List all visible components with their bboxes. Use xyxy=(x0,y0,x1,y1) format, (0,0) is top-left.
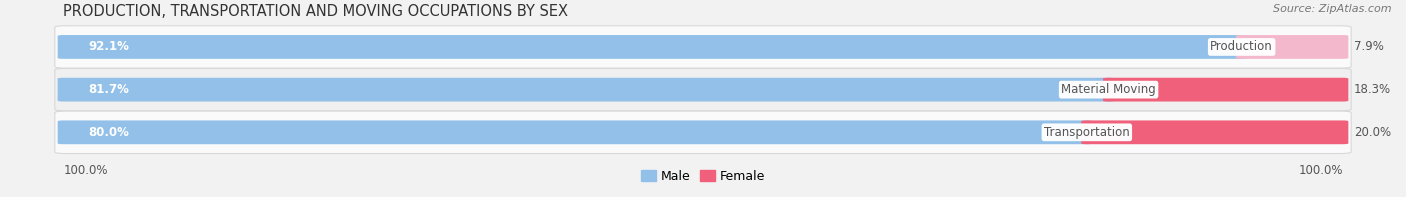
Text: PRODUCTION, TRANSPORTATION AND MOVING OCCUPATIONS BY SEX: PRODUCTION, TRANSPORTATION AND MOVING OC… xyxy=(63,4,568,19)
Text: Transportation: Transportation xyxy=(1045,126,1129,139)
Text: 7.9%: 7.9% xyxy=(1354,40,1384,53)
Text: 92.1%: 92.1% xyxy=(89,40,129,53)
Text: 18.3%: 18.3% xyxy=(1354,83,1391,96)
Text: 20.0%: 20.0% xyxy=(1354,126,1391,139)
FancyBboxPatch shape xyxy=(58,35,1247,59)
Text: Material Moving: Material Moving xyxy=(1062,83,1156,96)
Text: Production: Production xyxy=(1211,40,1272,53)
Text: 80.0%: 80.0% xyxy=(89,126,129,139)
FancyBboxPatch shape xyxy=(1081,120,1348,144)
Text: 100.0%: 100.0% xyxy=(1298,164,1343,177)
FancyBboxPatch shape xyxy=(58,120,1092,144)
Text: Source: ZipAtlas.com: Source: ZipAtlas.com xyxy=(1274,4,1392,14)
FancyBboxPatch shape xyxy=(1236,35,1348,59)
Text: 81.7%: 81.7% xyxy=(89,83,129,96)
FancyBboxPatch shape xyxy=(58,78,1114,101)
FancyBboxPatch shape xyxy=(1102,78,1348,101)
FancyBboxPatch shape xyxy=(55,111,1351,153)
FancyBboxPatch shape xyxy=(55,26,1351,68)
Legend: Male, Female: Male, Female xyxy=(641,170,765,183)
Text: 100.0%: 100.0% xyxy=(63,164,108,177)
FancyBboxPatch shape xyxy=(55,68,1351,111)
